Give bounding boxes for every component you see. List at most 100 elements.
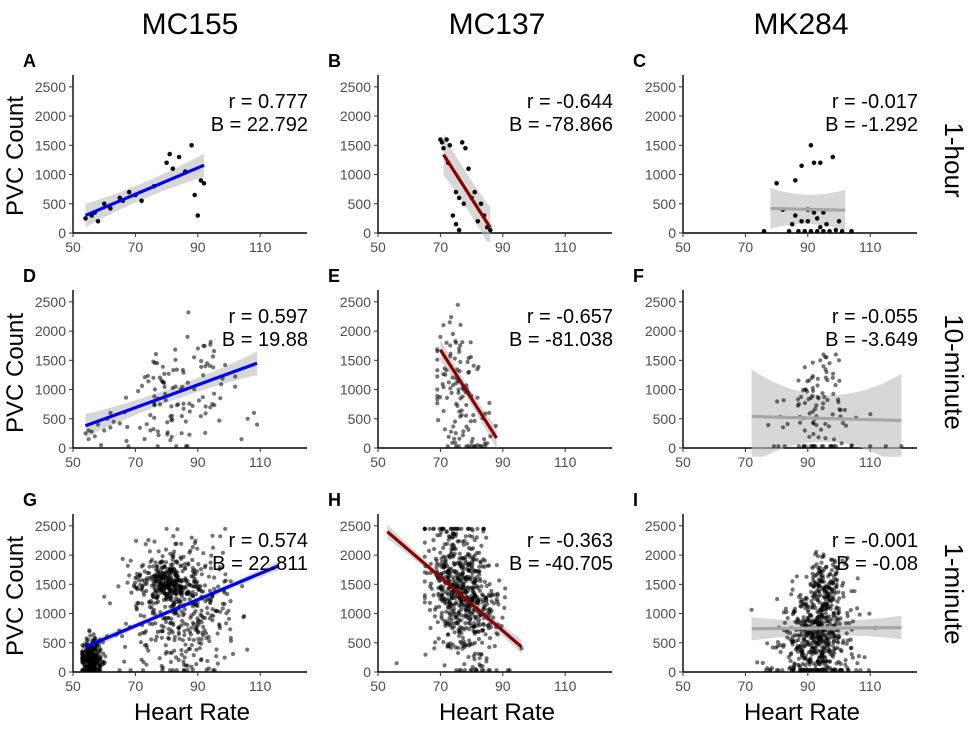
data-point [441, 408, 446, 414]
data-point [473, 584, 478, 590]
data-point [808, 228, 814, 234]
data-point [437, 562, 442, 567]
data-point [820, 391, 825, 396]
column-title-mk284: MK284 [753, 8, 848, 41]
data-point [182, 632, 187, 638]
data-point [471, 628, 476, 633]
data-point [187, 409, 192, 414]
data-point [833, 382, 838, 388]
x-tick-label: 110 [859, 678, 882, 694]
data-point [483, 595, 488, 601]
data-point [154, 564, 160, 569]
data-point [444, 395, 450, 400]
data-point [195, 346, 200, 351]
data-point [803, 656, 808, 662]
data-point [438, 529, 444, 535]
data-point [451, 560, 456, 565]
data-point [843, 562, 848, 567]
data-point [108, 410, 113, 415]
data-point [483, 632, 488, 637]
data-point [814, 423, 819, 428]
data-point [206, 634, 211, 640]
data-point [189, 143, 194, 148]
data-point [838, 668, 844, 673]
data-point [821, 210, 826, 215]
data-point [233, 374, 238, 379]
data-point [151, 427, 156, 432]
data-point [199, 608, 204, 613]
data-point [176, 154, 182, 160]
data-point [139, 198, 144, 204]
data-point [182, 597, 187, 602]
data-point [464, 585, 469, 590]
data-point [153, 560, 158, 565]
data-point [166, 636, 172, 641]
data-point [482, 437, 487, 442]
data-point [471, 363, 476, 368]
data-point [482, 579, 488, 585]
data-point [811, 160, 817, 166]
data-point [839, 649, 844, 654]
data-point [833, 668, 838, 673]
data-point [838, 616, 843, 621]
data-point [789, 221, 795, 227]
data-point [459, 613, 464, 618]
data-point [826, 614, 832, 619]
data-point [483, 411, 488, 416]
data-point [828, 651, 833, 656]
data-point [461, 429, 466, 434]
data-point [451, 424, 456, 429]
data-point [92, 434, 97, 439]
column-title-mc137: MC137 [449, 8, 546, 41]
data-point [196, 584, 201, 589]
data-point [255, 422, 260, 427]
data-point [456, 227, 462, 233]
data-point [446, 569, 451, 574]
data-point [494, 563, 499, 568]
data-point [841, 591, 846, 596]
data-point [867, 611, 872, 616]
data-point [796, 594, 802, 600]
data-point [464, 578, 469, 583]
data-point [802, 365, 807, 370]
data-point [201, 373, 206, 378]
data-point [831, 437, 837, 442]
y-tick-label: 500 [653, 635, 677, 651]
data-point [824, 602, 829, 607]
data-point [183, 663, 189, 668]
panel-i: I 0 500 1000 1500 2000 2500 50 70 90 110 r = -0.001… [633, 490, 918, 694]
data-point [868, 412, 873, 417]
data-point [466, 608, 472, 613]
data-point [161, 624, 166, 630]
data-point [448, 623, 453, 629]
data-point [157, 587, 162, 592]
data-point [495, 599, 500, 604]
data-point [84, 636, 89, 641]
data-point [133, 580, 138, 585]
data-point [196, 622, 201, 627]
y-tick-label: 1000 [35, 382, 66, 398]
x-tick-label: 90 [495, 678, 511, 694]
data-point [449, 617, 454, 622]
stat-r: r = -0.001 [832, 530, 918, 552]
data-point [458, 577, 463, 583]
column-title-mc155: MC155 [142, 8, 239, 41]
data-point [188, 632, 193, 637]
panel-e: E 0 500 1000 1500 2000 2500 50 70 90 110 r = -0.657… [328, 266, 613, 470]
panel-label-d: D [23, 266, 36, 286]
data-point [457, 556, 462, 561]
data-point [99, 443, 104, 448]
y-tick-label: 1500 [645, 137, 676, 153]
data-point [210, 402, 215, 407]
data-point [208, 566, 213, 571]
data-point [453, 381, 458, 386]
data-point [245, 647, 250, 652]
stat-r: r = -0.644 [527, 91, 613, 113]
data-point [476, 636, 481, 642]
data-point [442, 542, 447, 547]
data-point [833, 646, 838, 651]
data-point [460, 625, 465, 631]
data-point [203, 599, 208, 604]
data-point [472, 657, 477, 662]
x-tick-label: 50 [370, 454, 386, 470]
